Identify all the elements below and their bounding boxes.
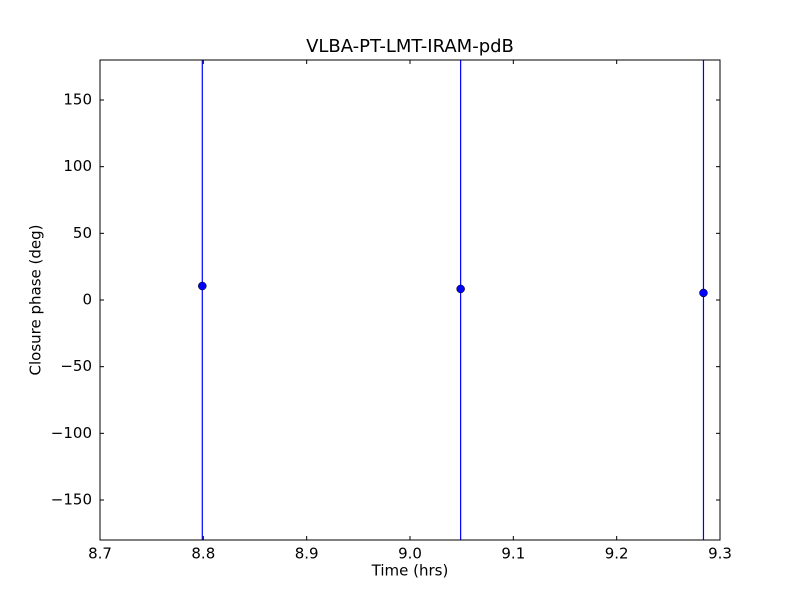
- plot-area: [198, 60, 708, 540]
- data-point: [699, 288, 708, 298]
- x-tick-label: 9.3: [708, 545, 732, 563]
- x-tick-label: 9.1: [501, 545, 525, 563]
- x-tick-label: 9.0: [398, 545, 422, 563]
- x-tick-label: 8.7: [88, 545, 112, 563]
- y-tick-label: −150: [51, 491, 92, 509]
- chart-title: VLBA-PT-LMT-IRAM-pdB: [306, 36, 514, 57]
- data-point: [456, 284, 465, 294]
- y-tick-label: 0: [82, 291, 92, 309]
- y-tick-label: 100: [63, 157, 92, 175]
- x-tick-label: 8.8: [191, 545, 215, 563]
- data-point: [198, 281, 207, 291]
- x-tick-label: 8.9: [295, 545, 319, 563]
- y-tick-label: 150: [63, 91, 92, 109]
- y-tick-label: −50: [60, 357, 92, 375]
- x-axis-label: Time (hrs): [371, 562, 449, 580]
- y-axis-label: Closure phase (deg): [27, 225, 45, 376]
- x-tick-label: 9.2: [605, 545, 629, 563]
- y-tick-label: −100: [51, 424, 92, 442]
- y-tick-label: 50: [73, 224, 92, 242]
